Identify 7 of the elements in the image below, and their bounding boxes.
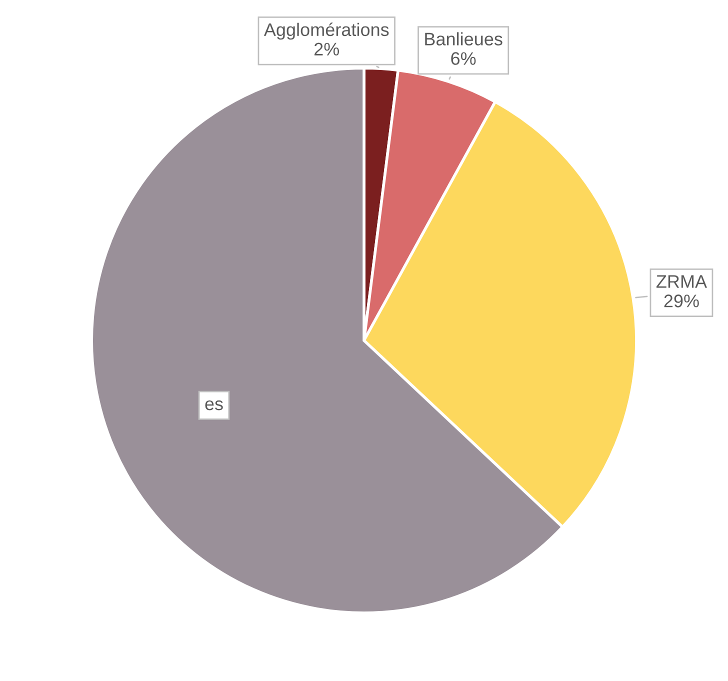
slice-label: es <box>205 400 223 410</box>
data-label: 2% <box>314 42 340 56</box>
slice-label: Banlieues <box>425 32 502 46</box>
slice-label: Agglomérations <box>264 22 389 40</box>
data-label: 29% <box>664 294 699 308</box>
data-label: 6% <box>451 52 476 65</box>
slice-label: ZRMA <box>656 275 708 288</box>
